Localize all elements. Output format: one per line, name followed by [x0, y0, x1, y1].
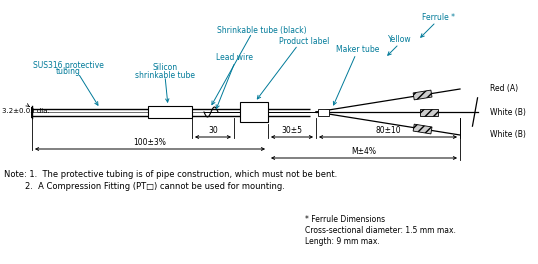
Text: White (B): White (B)	[490, 107, 526, 116]
Text: White (B): White (B)	[490, 130, 526, 139]
Text: Product label: Product label	[279, 37, 329, 46]
Text: 80±10: 80±10	[375, 126, 401, 135]
Text: Maker tube: Maker tube	[336, 45, 380, 54]
Text: Cross-sectional diameter: 1.5 mm max.: Cross-sectional diameter: 1.5 mm max.	[305, 226, 456, 235]
Text: shrinkable tube: shrinkable tube	[135, 70, 195, 79]
Text: 3.2±0.05 dia.: 3.2±0.05 dia.	[2, 108, 49, 114]
Text: Silicon: Silicon	[152, 64, 178, 73]
Text: 2.  A Compression Fitting (PT□) cannot be used for mounting.: 2. A Compression Fitting (PT□) cannot be…	[4, 182, 285, 191]
Text: Shrinkable tube (black): Shrinkable tube (black)	[217, 26, 307, 35]
Text: Red (A): Red (A)	[490, 84, 518, 93]
Text: 100±3%: 100±3%	[133, 138, 166, 147]
Text: M±4%: M±4%	[351, 147, 377, 156]
Text: 30±5: 30±5	[281, 126, 302, 135]
Text: Length: 9 mm max.: Length: 9 mm max.	[305, 237, 380, 246]
Bar	[318, 109, 329, 116]
Text: 30: 30	[208, 126, 218, 135]
Text: Ferrule *: Ferrule *	[421, 13, 455, 22]
Text: Note: 1.  The protective tubing is of pipe construction, which must not be bent.: Note: 1. The protective tubing is of pip…	[4, 170, 337, 179]
Text: Yellow: Yellow	[388, 35, 412, 45]
Bar	[413, 124, 432, 134]
Bar	[413, 90, 432, 100]
Text: Lead wire: Lead wire	[216, 54, 253, 63]
Text: SUS316 protective: SUS316 protective	[33, 60, 103, 69]
Text: * Ferrule Dimensions: * Ferrule Dimensions	[305, 215, 385, 224]
Bar	[240, 102, 268, 122]
Text: tubing: tubing	[55, 68, 81, 77]
Bar	[420, 109, 438, 116]
Bar	[148, 106, 192, 118]
